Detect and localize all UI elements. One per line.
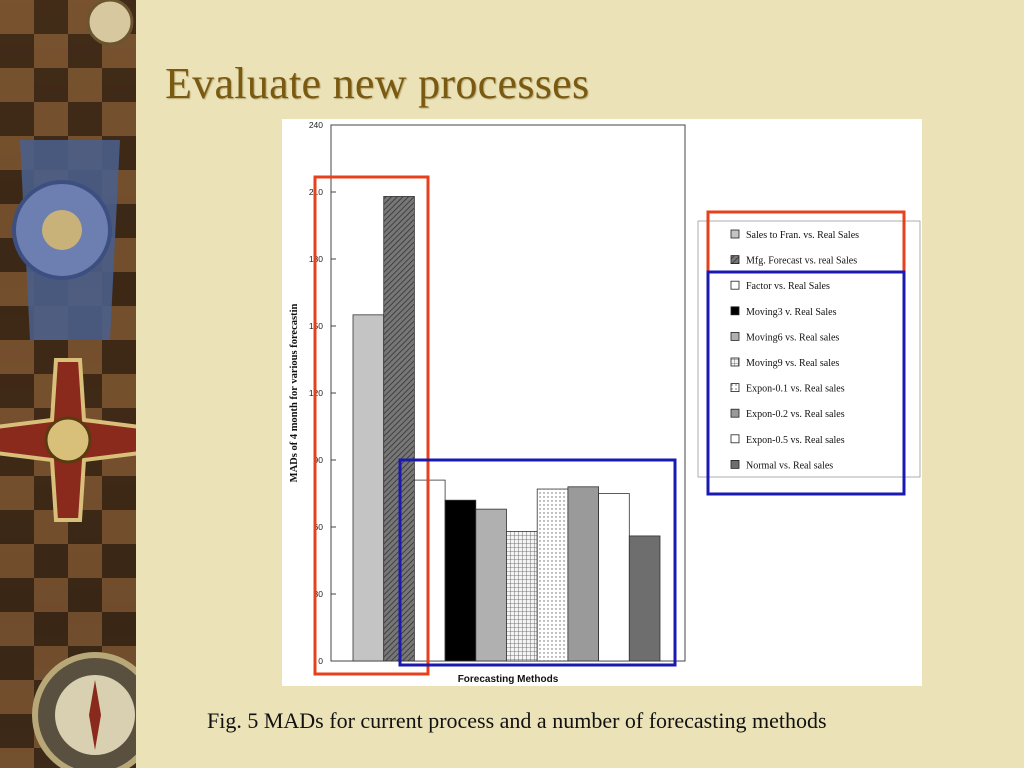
legend-label: Factor vs. Real Sales bbox=[746, 281, 830, 292]
legend-label: Moving9 vs. Real sales bbox=[746, 358, 839, 369]
bar bbox=[628, 535, 661, 662]
legend-label: Expon-0.2 vs. Real sales bbox=[746, 409, 845, 420]
bar bbox=[413, 479, 446, 662]
legend-label: Expon-0.5 vs. Real sales bbox=[746, 435, 845, 446]
legend-swatch bbox=[730, 383, 740, 393]
legend-label: Mfg. Forecast vs. real Sales bbox=[746, 256, 857, 267]
legend: Sales to Fran. vs. Real Sales Mfg. Foreca… bbox=[730, 229, 859, 471]
y-tick-label: 60 bbox=[314, 522, 324, 532]
page-title: Evaluate new processes bbox=[165, 59, 590, 108]
highlight-box-blue-legend bbox=[706, 270, 906, 496]
y-tick-label: 240 bbox=[309, 120, 323, 130]
legend-swatch bbox=[730, 280, 740, 290]
decorative-collage bbox=[0, 0, 136, 768]
legend-label: Moving3 v. Real Sales bbox=[746, 307, 837, 318]
legend-swatch bbox=[730, 408, 740, 418]
y-axis-label: MADs of 4 month for various forecastin bbox=[289, 304, 300, 483]
x-axis-label: Forecasting Methods bbox=[458, 674, 559, 685]
legend-swatch bbox=[730, 229, 740, 239]
chart-panel: 0 30 60 90 120 150 180 210 240 MADs of 4 month f… bbox=[282, 119, 922, 686]
y-tick-label: 30 bbox=[314, 589, 324, 599]
figure-caption: Fig. 5 MADs for current process and a nu… bbox=[207, 708, 827, 733]
highlight-box-red-bars bbox=[313, 175, 430, 676]
highlight-box-blue-bars bbox=[398, 458, 677, 667]
bar bbox=[536, 488, 569, 662]
button-decoration bbox=[86, 0, 134, 46]
cross-medal-decoration bbox=[0, 358, 136, 522]
bar bbox=[567, 486, 599, 662]
bar bbox=[598, 493, 630, 662]
legend-swatch bbox=[730, 434, 740, 444]
legend-label: Normal vs. Real sales bbox=[746, 460, 833, 471]
legend-swatch bbox=[730, 459, 740, 469]
bar bbox=[444, 499, 477, 662]
legend-label: Sales to Fran. vs. Real Sales bbox=[746, 230, 859, 241]
legend-swatch bbox=[730, 331, 740, 341]
bars bbox=[352, 196, 661, 662]
legend-label: Moving6 vs. Real sales bbox=[746, 332, 839, 343]
y-tick-label: 90 bbox=[314, 455, 324, 465]
bar bbox=[506, 531, 538, 662]
legend-label: Expon-0.1 vs. Real sales bbox=[746, 384, 845, 395]
y-tick-label: 0 bbox=[318, 656, 323, 666]
legend-swatch bbox=[730, 306, 740, 316]
bar bbox=[475, 508, 507, 662]
legend-swatch bbox=[730, 357, 740, 367]
legend-swatch bbox=[730, 255, 740, 265]
bar bbox=[352, 314, 385, 662]
